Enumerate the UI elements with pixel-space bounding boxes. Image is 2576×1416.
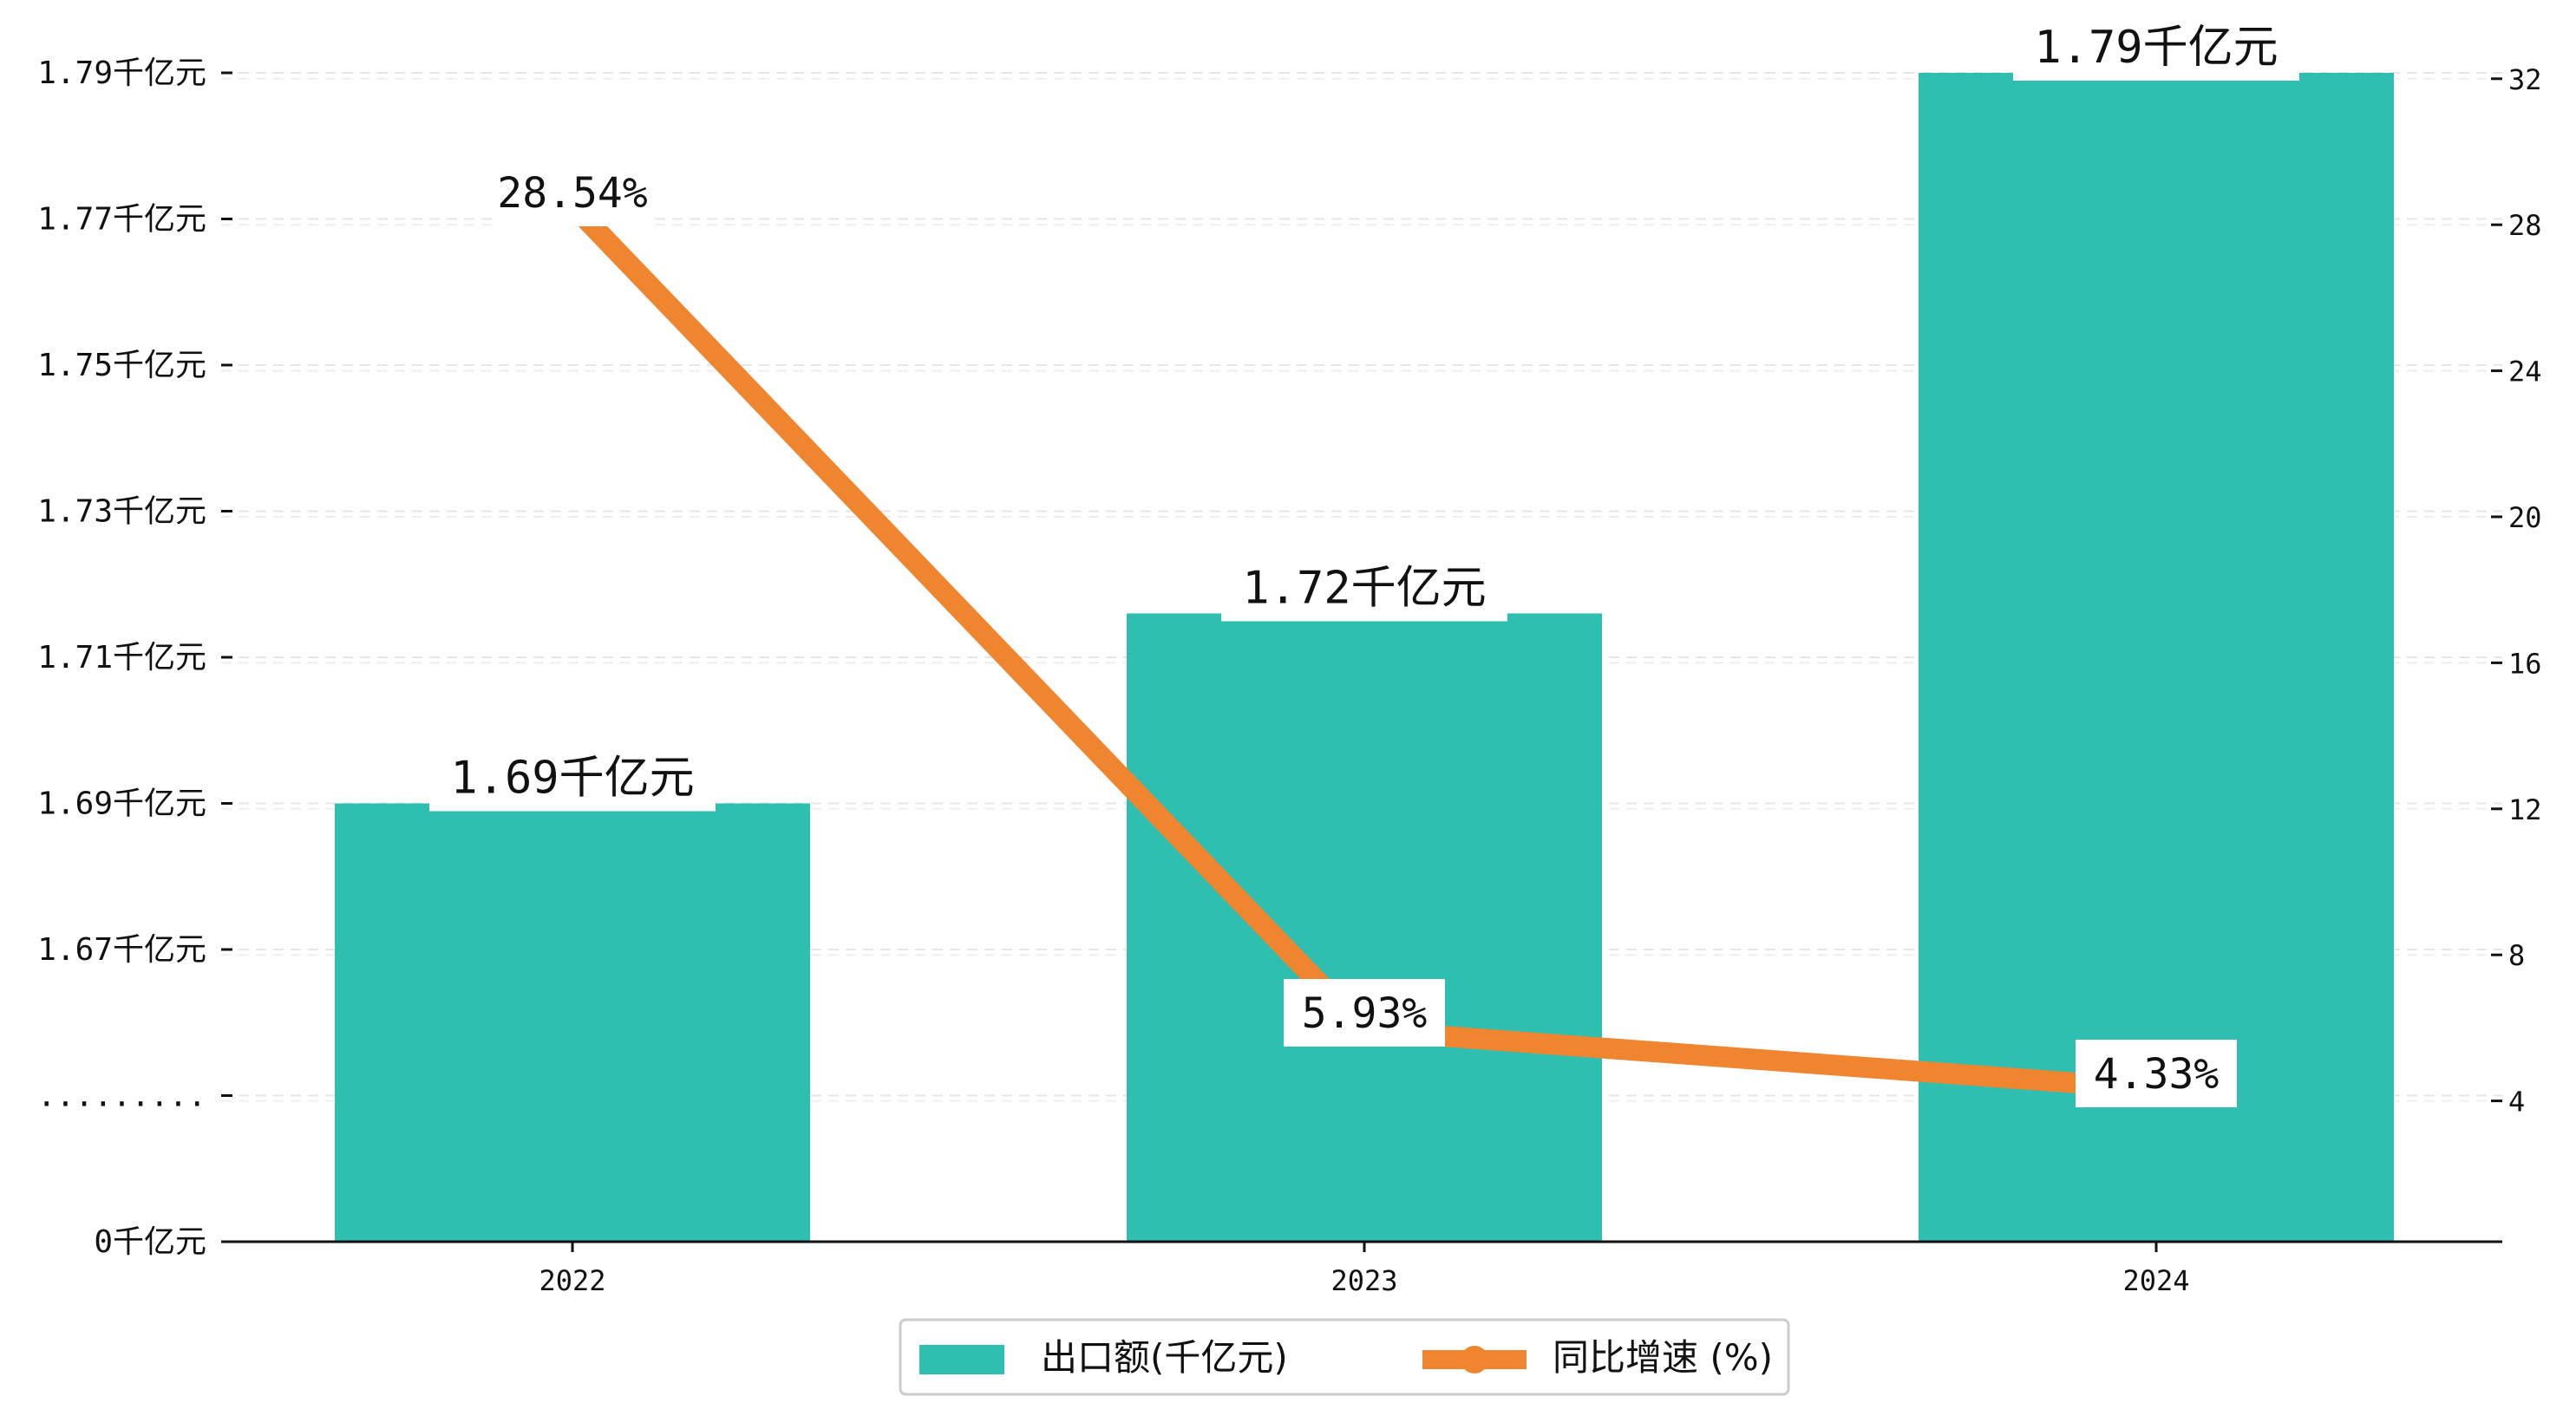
- bar-2023: [1127, 613, 1602, 1242]
- bar-2022: [335, 803, 810, 1242]
- y-right-tick-label: 32: [2508, 63, 2542, 96]
- y-left-tick-label: 1.73千亿元: [37, 494, 206, 530]
- y-left-tick-label: 0千亿元: [94, 1224, 206, 1260]
- bar-value-label-bg: [2013, 13, 2299, 81]
- y-left-tick-label: 1.69千亿元: [37, 786, 206, 822]
- line-value-label: 28.54%: [497, 169, 647, 218]
- legend-swatch-bar: [919, 1345, 1004, 1374]
- bar-value-label-bg: [429, 743, 716, 812]
- bar-value-label: 1.69千亿元: [450, 753, 694, 805]
- line-value-label: 4.33%: [2094, 1050, 2220, 1099]
- legend-box: [899, 1318, 1790, 1396]
- line-value-label: 5.93%: [1302, 989, 1428, 1038]
- axes: 0千亿元......... 1.67千亿元 1.69千亿元 1.71千亿元 1.73千亿…: [37, 55, 2542, 1297]
- bar-value-label: 1.72千亿元: [1242, 563, 1486, 615]
- y-left-tick-label: 1.77千亿元: [37, 202, 206, 238]
- line-value-label-bg: [2076, 1040, 2237, 1107]
- y-right-tick-label: 24: [2508, 356, 2542, 388]
- y-left-tick-label: 1.75千亿元: [37, 348, 206, 383]
- legend: 出口额(千亿元) 同比增速 (%): [899, 1318, 1790, 1396]
- bar-value-label-bg: [1221, 553, 1507, 622]
- y-right-tick-label: 12: [2508, 793, 2542, 826]
- y-right-tick-label: 8: [2508, 939, 2525, 972]
- line-value-label-bg: [492, 159, 653, 226]
- y-left-tick-label: 1.79千亿元: [37, 55, 206, 91]
- y-right-tick-label: 28: [2508, 209, 2542, 242]
- x-tick-label: 2024: [2122, 1264, 2189, 1297]
- y-right-tick-label: 16: [2508, 647, 2542, 680]
- y-right-tick-label: 20: [2508, 501, 2542, 534]
- legend-label-line: 同比增速 (%): [1553, 1336, 1773, 1379]
- x-tick-label: 2023: [1330, 1264, 1397, 1297]
- y-left-tick-label: 1.71千亿元: [37, 640, 206, 675]
- x-tick-label: 2022: [539, 1264, 605, 1297]
- y-right-tick-label: 4: [2508, 1086, 2525, 1119]
- legend-label-bar: 出口额(千亿元): [1041, 1336, 1288, 1379]
- line-value-label-bg: [1284, 979, 1445, 1047]
- y-left-tick-label: 1.67千亿元: [37, 932, 206, 968]
- bar-value-label: 1.79千亿元: [2034, 22, 2278, 74]
- legend-swatch-marker: [1461, 1346, 1488, 1374]
- y-left-tick-label: .........: [37, 1079, 206, 1114]
- data-labels: 1.69千亿元 1.72千亿元 1.79千亿元 28.54% 5.93% 4.33%: [429, 13, 2299, 1107]
